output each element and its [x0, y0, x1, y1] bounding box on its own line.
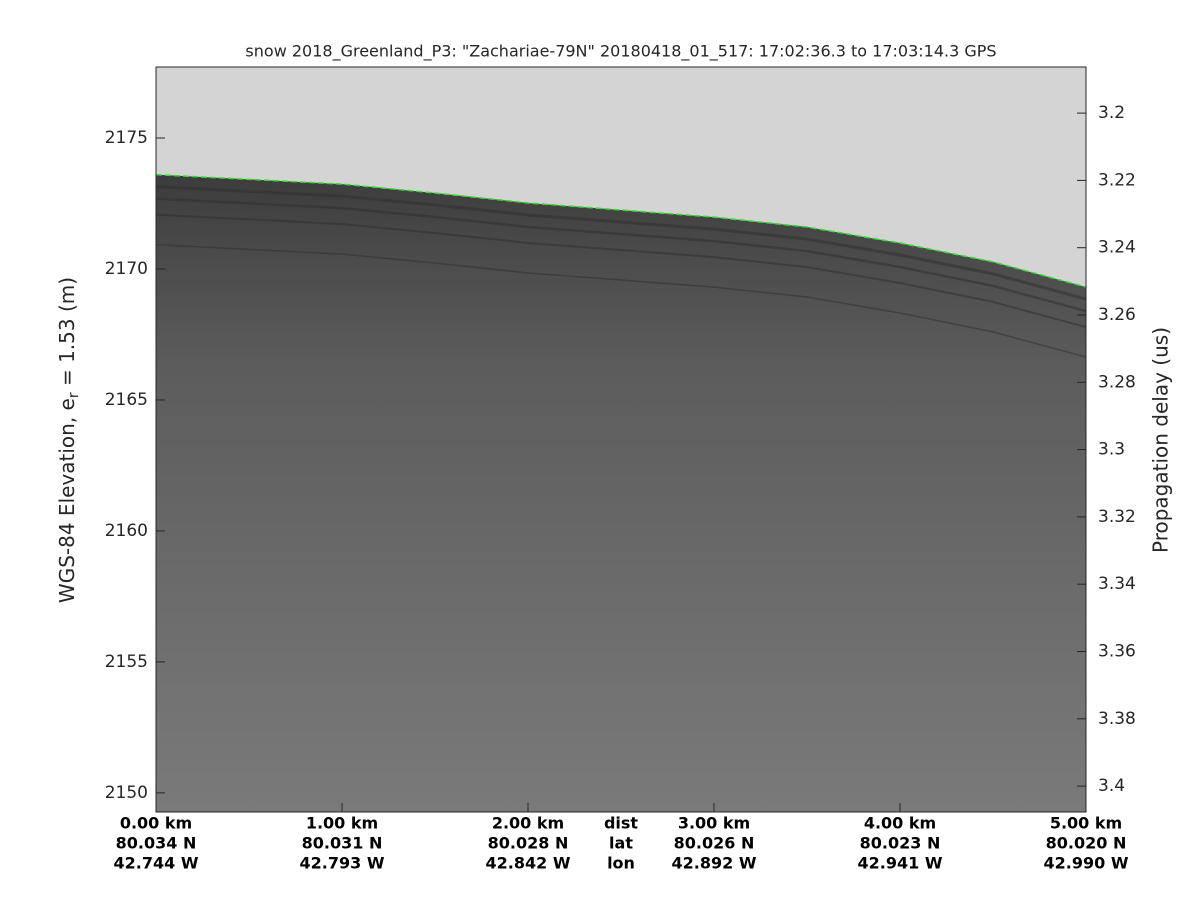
y2-tick-label: 3.28 — [1098, 372, 1136, 392]
lon-label: 42.941 W — [858, 854, 943, 873]
layer-band — [155, 243, 1087, 358]
lon-label: 42.793 W — [300, 854, 385, 873]
x-tick-label: 0.00 km — [120, 814, 192, 833]
y2-tick-label: 3.34 — [1098, 574, 1136, 594]
layer-band — [155, 197, 1087, 313]
y-tick-label: 2160 — [105, 521, 148, 541]
row-label: lon — [607, 854, 635, 873]
y2-tick-label: 3.2 — [1098, 103, 1125, 123]
lat-label: 80.031 N — [302, 834, 383, 853]
lon-label: 42.744 W — [114, 854, 199, 873]
lon-label: 42.842 W — [486, 854, 571, 873]
y2-tick-label: 3.4 — [1098, 776, 1125, 796]
y-tick-label: 2170 — [105, 259, 148, 279]
y2-axis-label: Propagation delay (us) — [1149, 327, 1173, 553]
lat-label: 80.020 N — [1046, 834, 1127, 853]
y2-tick-label: 3.36 — [1098, 641, 1136, 661]
row-label: lat — [609, 834, 633, 853]
surface-line — [155, 173, 1087, 288]
lon-label: 42.990 W — [1044, 854, 1129, 873]
lat-label: 80.034 N — [116, 834, 197, 853]
y-tick-label: 2165 — [105, 390, 148, 410]
x-tick-label: 1.00 km — [306, 814, 378, 833]
lat-label: 80.028 N — [488, 834, 569, 853]
row-label: dist — [604, 814, 638, 833]
chart-title: snow 2018_Greenland_P3: "Zachariae-79N" … — [245, 42, 996, 62]
lat-label: 80.026 N — [674, 834, 755, 853]
y2-tick-label: 3.3 — [1098, 440, 1125, 460]
x-tick-label: 2.00 km — [492, 814, 564, 833]
y-tick-label: 2150 — [105, 783, 148, 803]
x-tick-label: 3.00 km — [678, 814, 750, 833]
lat-label: 80.023 N — [860, 834, 941, 853]
y2-tick-label: 3.22 — [1098, 170, 1136, 190]
y2-tick-label: 3.24 — [1098, 238, 1136, 258]
layer-band — [155, 213, 1087, 329]
lon-label: 42.892 W — [672, 854, 757, 873]
plot-frame — [155, 66, 1087, 813]
x-tick-label: 5.00 km — [1050, 814, 1122, 833]
subsurface-area — [156, 174, 1086, 812]
y-tick-label: 2175 — [105, 128, 148, 148]
y2-tick-label: 3.26 — [1098, 305, 1136, 325]
y-tick-label: 2155 — [105, 652, 148, 672]
y2-tick-label: 3.32 — [1098, 507, 1136, 527]
layer-band — [155, 185, 1087, 301]
x-tick-label: 4.00 km — [864, 814, 936, 833]
y2-tick-label: 3.38 — [1098, 709, 1136, 729]
y-axis-label: WGS-84 Elevation, er = 1.53 (m) — [55, 277, 83, 603]
